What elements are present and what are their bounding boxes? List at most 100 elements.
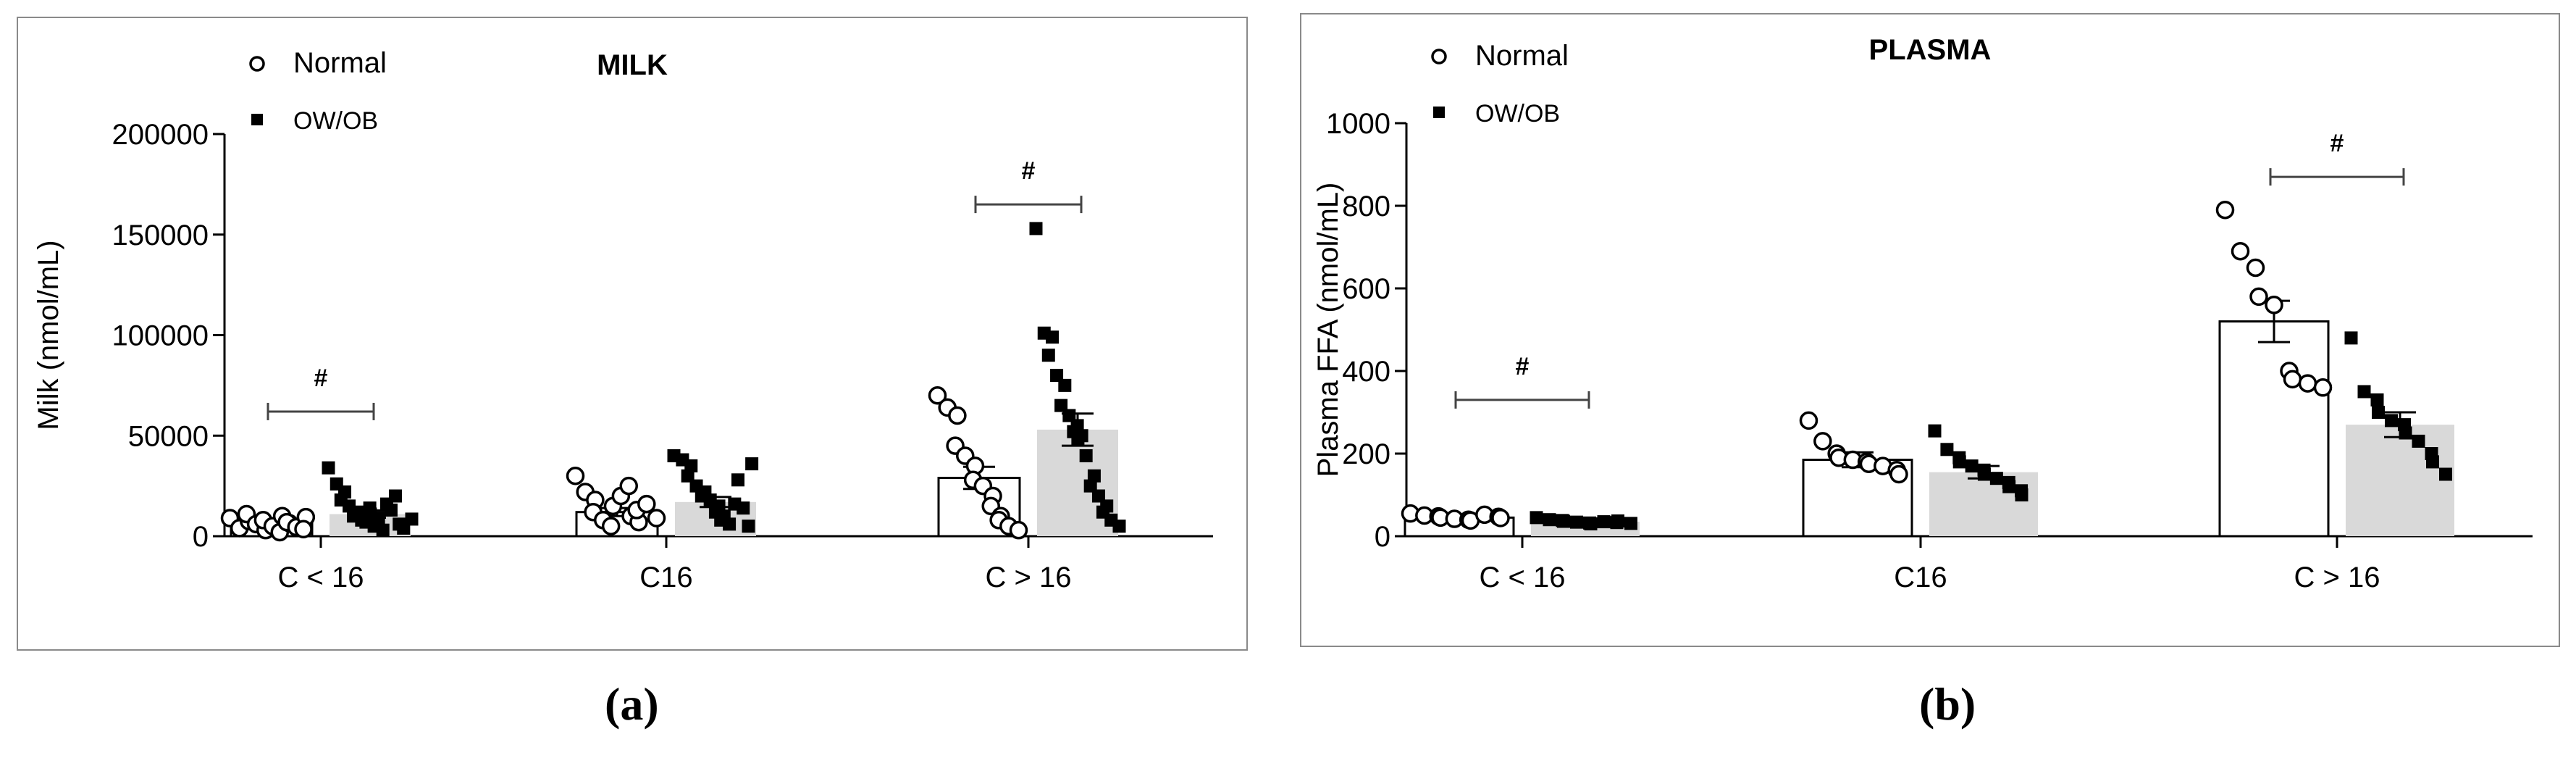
data-point-owob [2439,467,2452,481]
data-point-owob [1584,517,1598,530]
legend-label-normal: Normal [293,47,387,79]
data-point-owob [322,461,335,475]
data-point-normal [948,406,967,425]
significance-mark: # [1022,157,1036,185]
data-point-owob [384,503,398,517]
data-point-owob [1112,520,1126,533]
data-point-normal [1889,464,1908,484]
significance-mark: # [314,364,328,392]
x-tick-label: C < 16 [278,562,364,593]
data-point-owob [2426,455,2439,469]
data-point-owob [2412,434,2425,448]
data-point-normal [928,386,947,405]
data-point-owob [2370,393,2384,406]
y-axis-label: Milk (nmol/mL) [33,240,64,430]
panel-plasma: PLASMA Plasma FFA (nmol/mL) 0 200 400 600 800 1… [1300,13,2560,647]
data-point-owob [372,512,385,525]
data-point-owob [2344,331,2358,345]
data-point-owob [1597,515,1611,529]
data-point-owob [1087,469,1101,483]
legend-label-owob: OW/OB [293,107,378,135]
panel-milk: MILK Milk (nmol/mL) 0 50000 100000 150000 2000… [17,17,1248,651]
data-point-owob [388,489,402,503]
data-point-normal [2215,200,2235,220]
data-point-owob [1557,514,1570,528]
data-point-owob [1989,472,2003,485]
data-point-owob [1083,479,1097,493]
data-point-owob [1952,455,1966,469]
data-point-owob [1041,349,1055,362]
data-point-owob [1570,515,1583,529]
legend-label-owob: OW/OB [1475,100,1560,128]
data-point-owob [1624,517,1637,530]
x-tick-label: C > 16 [986,562,1072,593]
y-tick-label: 0 [193,521,209,553]
data-point-owob [1029,222,1043,235]
bar-owob [1929,472,2038,536]
plasma-chart: PLASMA Plasma FFA (nmol/mL) 0 200 400 600 800 1… [1312,34,2533,593]
data-point-normal [647,509,666,528]
data-point-owob [681,469,695,483]
sub-label-a: (a) [605,678,659,730]
y-tick-label: 1000 [1326,108,1390,140]
data-point-owob [1054,399,1068,412]
data-point-normal [2231,241,2250,261]
data-point-owob [1530,511,1543,525]
data-point-owob [2372,406,2385,419]
chart-title: PLASMA [1869,34,1992,66]
y-tick-label: 800 [1342,191,1390,222]
milk-chart: MILK Milk (nmol/mL) 0 50000 100000 150000 2000… [33,47,1213,593]
significance-mark: # [2330,130,2344,157]
data-point-normal [1799,411,1818,430]
data-point-normal [1813,432,1832,451]
data-point-owob [745,457,759,471]
data-point-owob [723,517,737,531]
data-point-owob [737,501,750,515]
x-tick-label: C16 [1894,562,1947,593]
data-point-normal [2298,374,2317,393]
y-tick-label: 200000 [112,119,209,151]
y-tick-label: 50000 [128,420,209,452]
y-tick-label: 100000 [112,320,209,352]
data-point-owob [1058,378,1072,392]
data-point-normal [637,494,656,514]
chart-title: MILK [597,49,668,81]
bar-normal [2218,320,2330,538]
data-point-owob [1062,409,1076,422]
data-point-normal [2283,370,2302,389]
sub-label-b: (b) [1919,678,1976,730]
data-point-owob [742,520,755,533]
legend-marker-owob [251,114,263,125]
data-point-owob [2385,414,2398,428]
data-point-normal [2313,378,2333,397]
data-point-normal [1491,509,1510,528]
legend-label-normal: Normal [1475,40,1569,72]
y-axis-label: Plasma FFA (nmol/mL) [1312,183,1344,478]
legend-marker-normal [249,56,265,72]
data-point-owob [405,512,419,526]
data-point-owob [1940,443,1954,456]
data-point-owob [1977,467,1991,481]
data-point-owob [1079,449,1093,462]
y-tick-label: 200 [1342,438,1390,470]
x-tick-label: C16 [639,562,692,593]
data-point-normal [2246,258,2265,278]
data-point-normal [2249,287,2268,307]
data-point-owob [2357,385,2371,399]
data-point-owob [1928,424,1942,438]
data-point-owob [376,523,390,537]
data-point-owob [1543,513,1556,527]
bar-owob [2346,425,2454,536]
x-tick-label: C > 16 [2294,562,2380,593]
data-point-owob [2002,480,2016,493]
legend-marker-owob [1433,107,1445,118]
data-point-normal [1009,520,1028,540]
data-point-owob [2015,488,2029,501]
y-tick-label: 0 [1375,521,1390,553]
data-point-normal [2265,296,2283,314]
x-tick-label: C < 16 [1480,562,1566,593]
data-point-owob [1046,330,1060,344]
y-tick-label: 150000 [112,220,209,251]
data-point-owob [731,473,744,487]
legend-marker-normal [1431,49,1447,64]
